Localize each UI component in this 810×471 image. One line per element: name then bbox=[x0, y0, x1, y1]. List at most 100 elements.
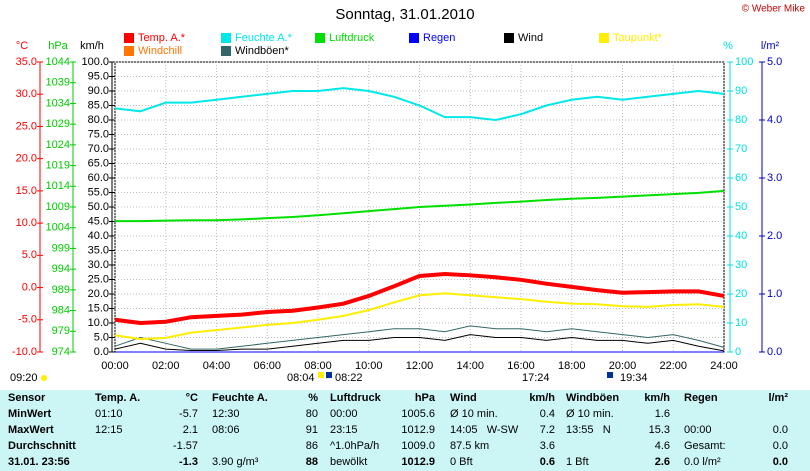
chart: Sonntag, 31.01.2010 © Weber Mike °C -10.0… bbox=[10, 4, 806, 384]
y-tick-label: 30 bbox=[735, 259, 747, 271]
legend-label: Taupunkt* bbox=[613, 32, 663, 44]
y-axis-label: km/h bbox=[80, 40, 104, 52]
legend-swatch bbox=[504, 33, 514, 43]
table-cell: 0.0 bbox=[772, 440, 788, 452]
table-cell: 31.01. 23:56 bbox=[8, 456, 70, 468]
table-cell: MinWert bbox=[8, 408, 52, 420]
y-tick-label: 989 bbox=[52, 284, 70, 296]
annotation: 17:24 bbox=[522, 372, 550, 384]
x-tick-label: 08:00 bbox=[304, 360, 332, 372]
table-cell: Durchschnitt bbox=[8, 440, 76, 452]
table-cell: bewölkt bbox=[330, 456, 368, 468]
legend-label: Regen bbox=[423, 32, 455, 44]
table-cell: -1.57 bbox=[172, 440, 198, 452]
y-tick-label: 3.0 bbox=[767, 172, 782, 184]
y-tick-label: 40.0 bbox=[88, 230, 109, 242]
table-cell: Gesamt: bbox=[684, 440, 726, 452]
legend-label: Feuchte A.* bbox=[235, 32, 293, 44]
y-tick-label: 80.0 bbox=[88, 114, 109, 126]
x-tick-label: 00:00 bbox=[101, 360, 129, 372]
table-cell: 01:10 bbox=[95, 408, 123, 420]
table-cell: Ø 10 min. bbox=[566, 408, 614, 420]
legend-swatch bbox=[315, 33, 325, 43]
legend-swatch bbox=[221, 33, 231, 43]
series-line bbox=[114, 325, 725, 350]
y-axis-label: °C bbox=[16, 40, 28, 52]
legend-label: Luftdruck bbox=[329, 32, 375, 44]
y-tick-label: 20.0 bbox=[88, 288, 109, 300]
y-tick-label: 10 bbox=[735, 317, 747, 329]
series-line bbox=[115, 189, 725, 223]
y-tick-label: 60.0 bbox=[88, 172, 109, 184]
y-tick-label: 20 bbox=[735, 288, 747, 300]
y-tick-label: 0.0 bbox=[22, 281, 37, 293]
y-tick-label: 95.0 bbox=[88, 70, 109, 82]
y-tick-label: 100.0 bbox=[81, 56, 109, 68]
annotation: 09:20 bbox=[10, 372, 38, 384]
y-tick-label: 1009 bbox=[46, 201, 70, 213]
y-tick-label: 70.0 bbox=[88, 143, 109, 155]
table-cell: Regen bbox=[684, 392, 718, 404]
table-cell: 87.5 km bbox=[450, 440, 490, 452]
y-tick-label: 85.0 bbox=[88, 99, 109, 111]
y-tick-label: 50 bbox=[735, 201, 747, 213]
table-cell: -1.3 bbox=[179, 456, 198, 468]
credit: © Weber Mike bbox=[742, 4, 806, 15]
y-tick-label: 15.0 bbox=[88, 302, 109, 314]
y-tick-label: 15.0 bbox=[16, 185, 37, 197]
y-tick-label: 75.0 bbox=[88, 128, 109, 140]
y-tick-label: 0 bbox=[735, 346, 741, 358]
x-tick-label: 10:00 bbox=[355, 360, 383, 372]
table-cell: hPa bbox=[414, 392, 435, 404]
x-tick-label: 04:00 bbox=[203, 360, 231, 372]
table-cell: 1.6 bbox=[654, 408, 670, 420]
table-cell: 0 Bft bbox=[450, 456, 473, 468]
y-axis-label: % bbox=[723, 40, 733, 52]
table-cell: Wind bbox=[450, 392, 477, 404]
y-tick-label: 25.0 bbox=[16, 120, 37, 132]
table-cell: 2.1 bbox=[182, 424, 198, 436]
table-cell: 13:55 N bbox=[566, 424, 611, 436]
legend-swatch bbox=[599, 33, 609, 43]
y-tick-label: 1034 bbox=[46, 97, 70, 109]
table-cell: MaxWert bbox=[8, 424, 54, 436]
table-cell: Windböen bbox=[566, 392, 620, 404]
y-axis-label: l/m² bbox=[761, 40, 780, 52]
series-line bbox=[114, 272, 725, 326]
table-cell: l/m² bbox=[768, 392, 788, 404]
sun-icon bbox=[41, 375, 47, 381]
y-tick-label: 40 bbox=[735, 230, 747, 242]
table-cell: Feuchte A. bbox=[212, 392, 268, 404]
annotation: 19:34 bbox=[620, 372, 648, 384]
legend-label: Temp. A.* bbox=[138, 32, 186, 44]
table-cell: 00:00 bbox=[330, 408, 358, 420]
table-cell: 0.0 bbox=[772, 424, 788, 436]
table-cell: -5.7 bbox=[179, 408, 198, 420]
table-cell: 91 bbox=[305, 424, 318, 436]
x-tick-label: 18:00 bbox=[558, 360, 586, 372]
y-tick-label: 35.0 bbox=[88, 244, 109, 256]
table-cell: 80 bbox=[305, 408, 318, 420]
sun-icon bbox=[318, 372, 324, 378]
table-cell: 1012.9 bbox=[401, 456, 435, 468]
table-cell: km/h bbox=[644, 392, 670, 404]
y-tick-label: 979 bbox=[52, 325, 70, 337]
y-tick-label: 10.0 bbox=[16, 217, 37, 229]
table-cell: Luftdruck bbox=[330, 392, 381, 404]
y-tick-label: 100 bbox=[735, 56, 753, 68]
moon-icon bbox=[607, 372, 613, 378]
y-tick-label: 70 bbox=[735, 143, 747, 155]
legend-swatch bbox=[409, 33, 419, 43]
y-tick-label: 1014 bbox=[46, 180, 70, 192]
y-tick-label: 5.0 bbox=[767, 56, 782, 68]
table-cell: 12:30 bbox=[212, 408, 240, 420]
table-cell: ^1.0hPa/h bbox=[330, 440, 380, 452]
table-cell: 23:15 bbox=[330, 424, 358, 436]
y-tick-label: 1029 bbox=[46, 118, 70, 130]
y-tick-label: 60 bbox=[735, 172, 747, 184]
table-cell: km/h bbox=[529, 392, 555, 404]
y-tick-label: 90 bbox=[735, 85, 747, 97]
table-cell: Sensor bbox=[8, 392, 46, 404]
x-tick-label: 22:00 bbox=[659, 360, 687, 372]
